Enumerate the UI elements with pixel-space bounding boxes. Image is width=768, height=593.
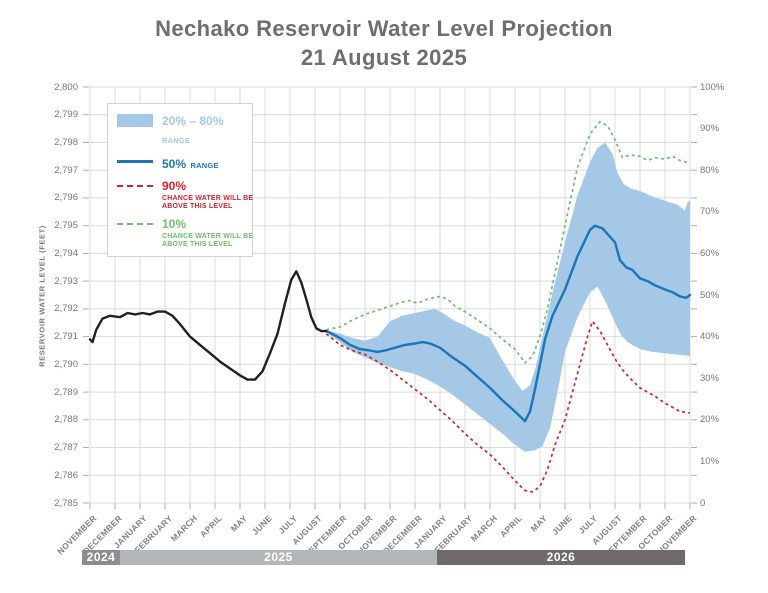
- chart-title: Nechako Reservoir Water Level Projection…: [0, 14, 768, 72]
- legend-item-p50: 50% RANGE: [117, 155, 244, 173]
- year-bar-2026: 2026: [437, 550, 685, 565]
- p50-line: [325, 224, 692, 423]
- percent-tick-label: 90%: [700, 123, 720, 135]
- percent-tick-label: 70%: [700, 206, 720, 218]
- legend-item-p90: 90% CHANCE WATER WILL BE ABOVE THIS LEVE…: [117, 180, 253, 211]
- p90-line: [325, 319, 691, 493]
- y-tick-label: 2,790: [54, 358, 78, 370]
- y-tick-label: 2,791: [54, 331, 78, 343]
- percent-tick-label: 60%: [700, 247, 720, 259]
- y-tick-label: 2,788: [54, 414, 78, 426]
- legend-p90-subtext: CHANCE WATER WILL BE ABOVE THIS LEVEL: [162, 195, 254, 210]
- legend-p50-label: 50%: [162, 157, 187, 171]
- legend-item-p10: 10% CHANCE WATER WILL BE ABOVE THIS LEVE…: [117, 218, 253, 249]
- y-tick-label: 2,800: [54, 81, 78, 93]
- chart-title-line1: Nechako Reservoir Water Level Projection: [155, 16, 613, 41]
- year-bar-2025: 2025: [120, 550, 437, 565]
- y-tick-label: 2,789: [54, 386, 78, 398]
- axis-ticks: [83, 86, 697, 509]
- legend-box: 20% – 80% RANGE 50% RANGE 90% CHANCE WAT…: [107, 103, 253, 257]
- legend-band-label: 20% – 80%: [162, 114, 224, 128]
- y-tick-label: 2,785: [54, 497, 78, 509]
- y-tick-label: 2,786: [54, 469, 78, 481]
- y-tick-label: 2,793: [54, 275, 78, 287]
- y-tick-label: 2,794: [54, 247, 78, 259]
- y-tick-label: 2,796: [54, 192, 78, 204]
- y-tick-label: 2,787: [54, 442, 78, 454]
- p10-line: [326, 120, 691, 365]
- year-bar-2024: 2024: [82, 550, 120, 565]
- percent-tick-label: 50%: [700, 289, 720, 301]
- legend-band-suffix: RANGE: [162, 136, 191, 145]
- band-swatch: [117, 114, 153, 127]
- legend-item-band: 20% – 80% RANGE: [117, 112, 244, 148]
- percent-tick-label: 80%: [700, 164, 720, 176]
- legend-p10-label: 10%: [162, 217, 187, 231]
- percent-tick-label: 40%: [700, 331, 720, 343]
- p90-dash-swatch: [117, 185, 153, 187]
- legend-p90-label: 90%: [162, 179, 187, 193]
- percent-tick-label: 10%: [700, 455, 720, 467]
- percent-tick-label: 100%: [700, 81, 725, 93]
- p10-dash-swatch: [117, 223, 153, 225]
- legend-p10-subtext: CHANCE WATER WILL BE ABOVE THIS LEVEL: [162, 233, 254, 248]
- y-tick-label: 2,798: [54, 136, 78, 148]
- percent-tick-label: 0: [700, 497, 706, 509]
- chart-title-line2: 21 August 2025: [300, 45, 468, 70]
- y-axis-title: RESERVOIR WATER LEVEL (FEET): [37, 225, 47, 367]
- legend-p50-suffix: RANGE: [190, 161, 219, 170]
- y-tick-label: 2,795: [54, 220, 78, 232]
- y-tick-label: 2,792: [54, 303, 78, 315]
- percent-tick-label: 20%: [700, 414, 720, 426]
- y-tick-label: 2,797: [54, 164, 78, 176]
- y-tick-label: 2,799: [54, 109, 78, 121]
- percent-tick-label: 30%: [700, 372, 720, 384]
- p50-line-swatch: [117, 160, 153, 163]
- band-20-80: [326, 142, 690, 452]
- historical-line: [88, 270, 328, 381]
